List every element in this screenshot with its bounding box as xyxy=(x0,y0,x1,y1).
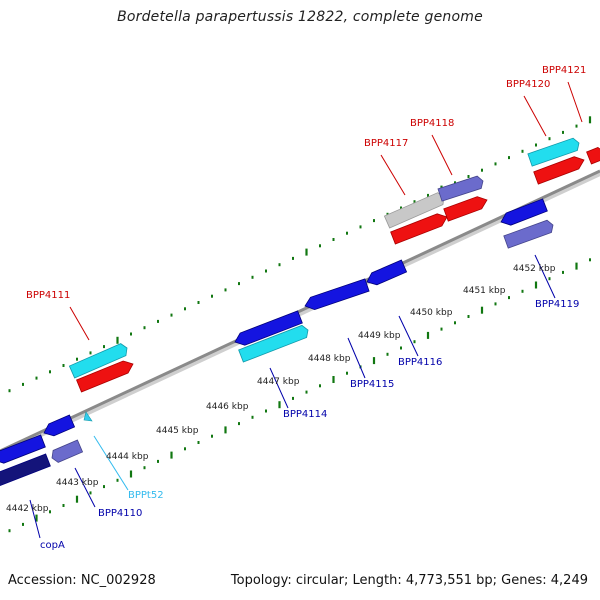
gene-arrow xyxy=(43,414,76,437)
gene-label: BPPt52 xyxy=(128,490,164,501)
gene-arrow xyxy=(76,360,134,393)
gene-arrow xyxy=(0,453,51,487)
leader-line xyxy=(398,315,419,357)
map-title: Bordetella parapertussis 12822, complete… xyxy=(117,9,483,25)
leader-line xyxy=(380,154,406,196)
gene-label: BPP4116 xyxy=(398,357,442,368)
gene-label: BPP4111 xyxy=(26,290,70,301)
gene-label: BPP4117 xyxy=(364,138,408,149)
gene-label: BPP4114 xyxy=(283,409,327,420)
leader-line xyxy=(29,499,41,539)
leader-line xyxy=(74,467,96,508)
trna-marker xyxy=(83,411,93,422)
leader-line xyxy=(431,134,453,176)
gene-label: BPP4121 xyxy=(542,65,586,76)
gene-arrow xyxy=(500,198,548,226)
gene-label: copA xyxy=(40,540,65,551)
gene-arrow xyxy=(586,146,600,165)
gene-label: BPP4119 xyxy=(535,299,579,310)
kbp-label: 4450 kbp xyxy=(410,308,453,318)
kbp-label: 4446 kbp xyxy=(206,402,249,412)
gene-features xyxy=(0,137,600,487)
gene-arrow xyxy=(527,137,580,167)
kbp-label: 4448 kbp xyxy=(308,354,351,364)
kbp-label: 4452 kbp xyxy=(513,264,556,274)
accession-text: Accession: NC_002928 xyxy=(8,573,156,588)
leader-line xyxy=(567,81,583,123)
leader-line xyxy=(523,95,547,137)
gene-arrow xyxy=(437,175,484,202)
gene-label: BPP4110 xyxy=(98,508,142,519)
gene-label: BPP4118 xyxy=(410,118,454,129)
backbone-shadow xyxy=(0,170,600,456)
kbp-label: 4443 kbp xyxy=(56,478,99,488)
leader-line xyxy=(534,254,556,299)
gene-arrow xyxy=(366,259,408,286)
gene-arrow xyxy=(304,278,370,311)
topology-text: Topology: circular; Length: 4,773,551 bp… xyxy=(230,573,588,588)
gene-arrow xyxy=(234,310,303,346)
gene-label: BPP4120 xyxy=(506,79,550,90)
gene-arrow xyxy=(68,343,128,379)
gene-arrow xyxy=(390,213,448,245)
gene-arrow xyxy=(503,219,554,249)
kbp-label: 4445 kbp xyxy=(156,426,199,436)
leader-line xyxy=(269,367,289,409)
kbp-label: 4444 kbp xyxy=(106,452,149,462)
gene-label: BPP4115 xyxy=(350,379,394,390)
gene-arrow xyxy=(238,324,309,363)
kbp-label: 4447 kbp xyxy=(257,377,300,387)
gene-arrow xyxy=(0,434,46,464)
tick-marks xyxy=(8,116,592,533)
kbp-label: 4451 kbp xyxy=(463,286,506,296)
kbp-labels: 4442 kbp 4443 kbp 4444 kbp 4445 kbp 4446 kbp… xyxy=(6,264,556,514)
leader-line xyxy=(347,337,366,379)
kbp-label: 4442 kbp xyxy=(6,504,49,514)
leader-line xyxy=(93,435,129,491)
leader-line xyxy=(69,306,90,341)
backbone xyxy=(0,169,600,453)
gene-arrow xyxy=(51,439,84,463)
kbp-label: 4449 kbp xyxy=(358,331,401,341)
label-leaders xyxy=(29,81,583,539)
gene-arrow xyxy=(443,196,488,222)
gene-arrow xyxy=(533,156,585,185)
